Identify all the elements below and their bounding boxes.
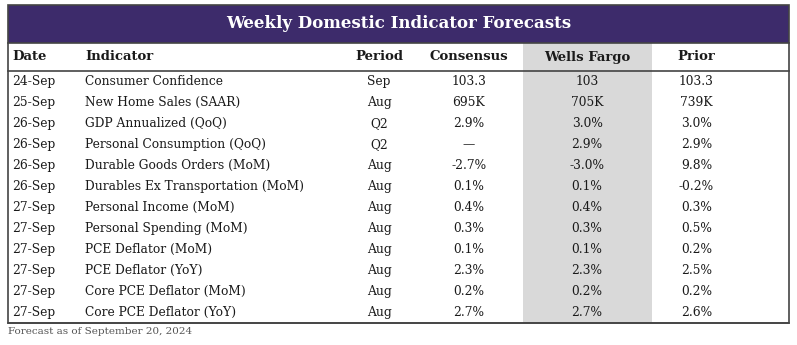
Text: 103: 103 (575, 75, 599, 88)
Text: 0.4%: 0.4% (571, 201, 603, 214)
Bar (523, 155, 651, 176)
Text: Aug: Aug (367, 243, 391, 256)
Text: -0.2%: -0.2% (679, 180, 714, 193)
Text: -3.0%: -3.0% (570, 159, 605, 172)
Text: Wells Fargo: Wells Fargo (544, 50, 630, 63)
Bar (523, 71, 651, 92)
Text: 2.9%: 2.9% (681, 138, 712, 151)
Text: 2.3%: 2.3% (571, 264, 603, 277)
Bar (523, 92, 651, 113)
Text: 0.2%: 0.2% (453, 285, 485, 298)
Text: 27-Sep: 27-Sep (12, 201, 55, 214)
Bar (523, 197, 651, 218)
Text: 27-Sep: 27-Sep (12, 306, 55, 319)
Text: 27-Sep: 27-Sep (12, 243, 55, 256)
Text: 695K: 695K (453, 96, 485, 109)
Text: Consensus: Consensus (430, 50, 508, 63)
Text: —: — (463, 138, 475, 151)
Text: Aug: Aug (367, 306, 391, 319)
Text: Period: Period (355, 50, 403, 63)
Text: 2.5%: 2.5% (681, 264, 712, 277)
Text: Durables Ex Transportation (MoM): Durables Ex Transportation (MoM) (85, 180, 304, 193)
Text: PCE Deflator (YoY): PCE Deflator (YoY) (85, 264, 203, 277)
Bar (523, 134, 651, 155)
Text: 24-Sep: 24-Sep (12, 75, 55, 88)
Bar (8, 5, 789, 43)
Text: Q2: Q2 (370, 138, 388, 151)
Text: 0.3%: 0.3% (681, 201, 712, 214)
Text: Durable Goods Orders (MoM): Durable Goods Orders (MoM) (85, 159, 271, 172)
Text: 2.6%: 2.6% (681, 306, 712, 319)
Text: Aug: Aug (367, 180, 391, 193)
Text: 0.4%: 0.4% (453, 201, 485, 214)
Text: 0.5%: 0.5% (681, 222, 712, 235)
Text: Q2: Q2 (370, 117, 388, 130)
Text: 739K: 739K (680, 96, 713, 109)
Text: 9.8%: 9.8% (681, 159, 712, 172)
Text: 27-Sep: 27-Sep (12, 264, 55, 277)
Text: 2.9%: 2.9% (453, 117, 485, 130)
Text: 2.9%: 2.9% (571, 138, 603, 151)
Bar (523, 176, 651, 197)
Text: 0.3%: 0.3% (571, 222, 603, 235)
Text: GDP Annualized (QoQ): GDP Annualized (QoQ) (85, 117, 227, 130)
Text: Core PCE Deflator (MoM): Core PCE Deflator (MoM) (85, 285, 246, 298)
Text: 25-Sep: 25-Sep (12, 96, 55, 109)
Bar (523, 239, 651, 260)
Text: Indicator: Indicator (85, 50, 154, 63)
Text: 0.1%: 0.1% (571, 243, 603, 256)
Text: 0.2%: 0.2% (571, 285, 603, 298)
Bar (523, 113, 651, 134)
Text: Aug: Aug (367, 96, 391, 109)
Text: 0.1%: 0.1% (453, 243, 485, 256)
Text: -2.7%: -2.7% (451, 159, 486, 172)
Text: 27-Sep: 27-Sep (12, 222, 55, 235)
Text: Weekly Domestic Indicator Forecasts: Weekly Domestic Indicator Forecasts (226, 16, 571, 32)
Text: 26-Sep: 26-Sep (12, 180, 55, 193)
Text: 2.7%: 2.7% (571, 306, 603, 319)
Text: 0.1%: 0.1% (453, 180, 485, 193)
Text: Core PCE Deflator (YoY): Core PCE Deflator (YoY) (85, 306, 237, 319)
Text: 2.3%: 2.3% (453, 264, 485, 277)
Text: 26-Sep: 26-Sep (12, 117, 55, 130)
Text: 3.0%: 3.0% (681, 117, 712, 130)
Text: 103.3: 103.3 (679, 75, 714, 88)
Text: Forecast as of September 20, 2024: Forecast as of September 20, 2024 (8, 327, 192, 336)
Text: 0.2%: 0.2% (681, 285, 712, 298)
Text: Aug: Aug (367, 285, 391, 298)
Text: New Home Sales (SAAR): New Home Sales (SAAR) (85, 96, 241, 109)
Text: 0.3%: 0.3% (453, 222, 485, 235)
Bar (523, 281, 651, 302)
Text: Personal Spending (MoM): Personal Spending (MoM) (85, 222, 248, 235)
Bar (523, 260, 651, 281)
Text: Personal Income (MoM): Personal Income (MoM) (85, 201, 235, 214)
Text: Aug: Aug (367, 264, 391, 277)
Text: 705K: 705K (571, 96, 603, 109)
Text: PCE Deflator (MoM): PCE Deflator (MoM) (85, 243, 213, 256)
Text: 27-Sep: 27-Sep (12, 285, 55, 298)
Text: 0.1%: 0.1% (571, 180, 603, 193)
Text: Date: Date (12, 50, 46, 63)
Text: 26-Sep: 26-Sep (12, 159, 55, 172)
Text: Sep: Sep (367, 75, 391, 88)
Bar (523, 302, 651, 323)
Text: Consumer Confidence: Consumer Confidence (85, 75, 223, 88)
Text: Prior: Prior (677, 50, 716, 63)
Text: Aug: Aug (367, 222, 391, 235)
Text: 2.7%: 2.7% (453, 306, 485, 319)
Bar (523, 43, 651, 71)
Text: Aug: Aug (367, 201, 391, 214)
Text: Aug: Aug (367, 159, 391, 172)
Text: Personal Consumption (QoQ): Personal Consumption (QoQ) (85, 138, 266, 151)
Text: 3.0%: 3.0% (571, 117, 603, 130)
Text: 0.2%: 0.2% (681, 243, 712, 256)
Bar (523, 218, 651, 239)
Text: 103.3: 103.3 (451, 75, 486, 88)
Text: 26-Sep: 26-Sep (12, 138, 55, 151)
